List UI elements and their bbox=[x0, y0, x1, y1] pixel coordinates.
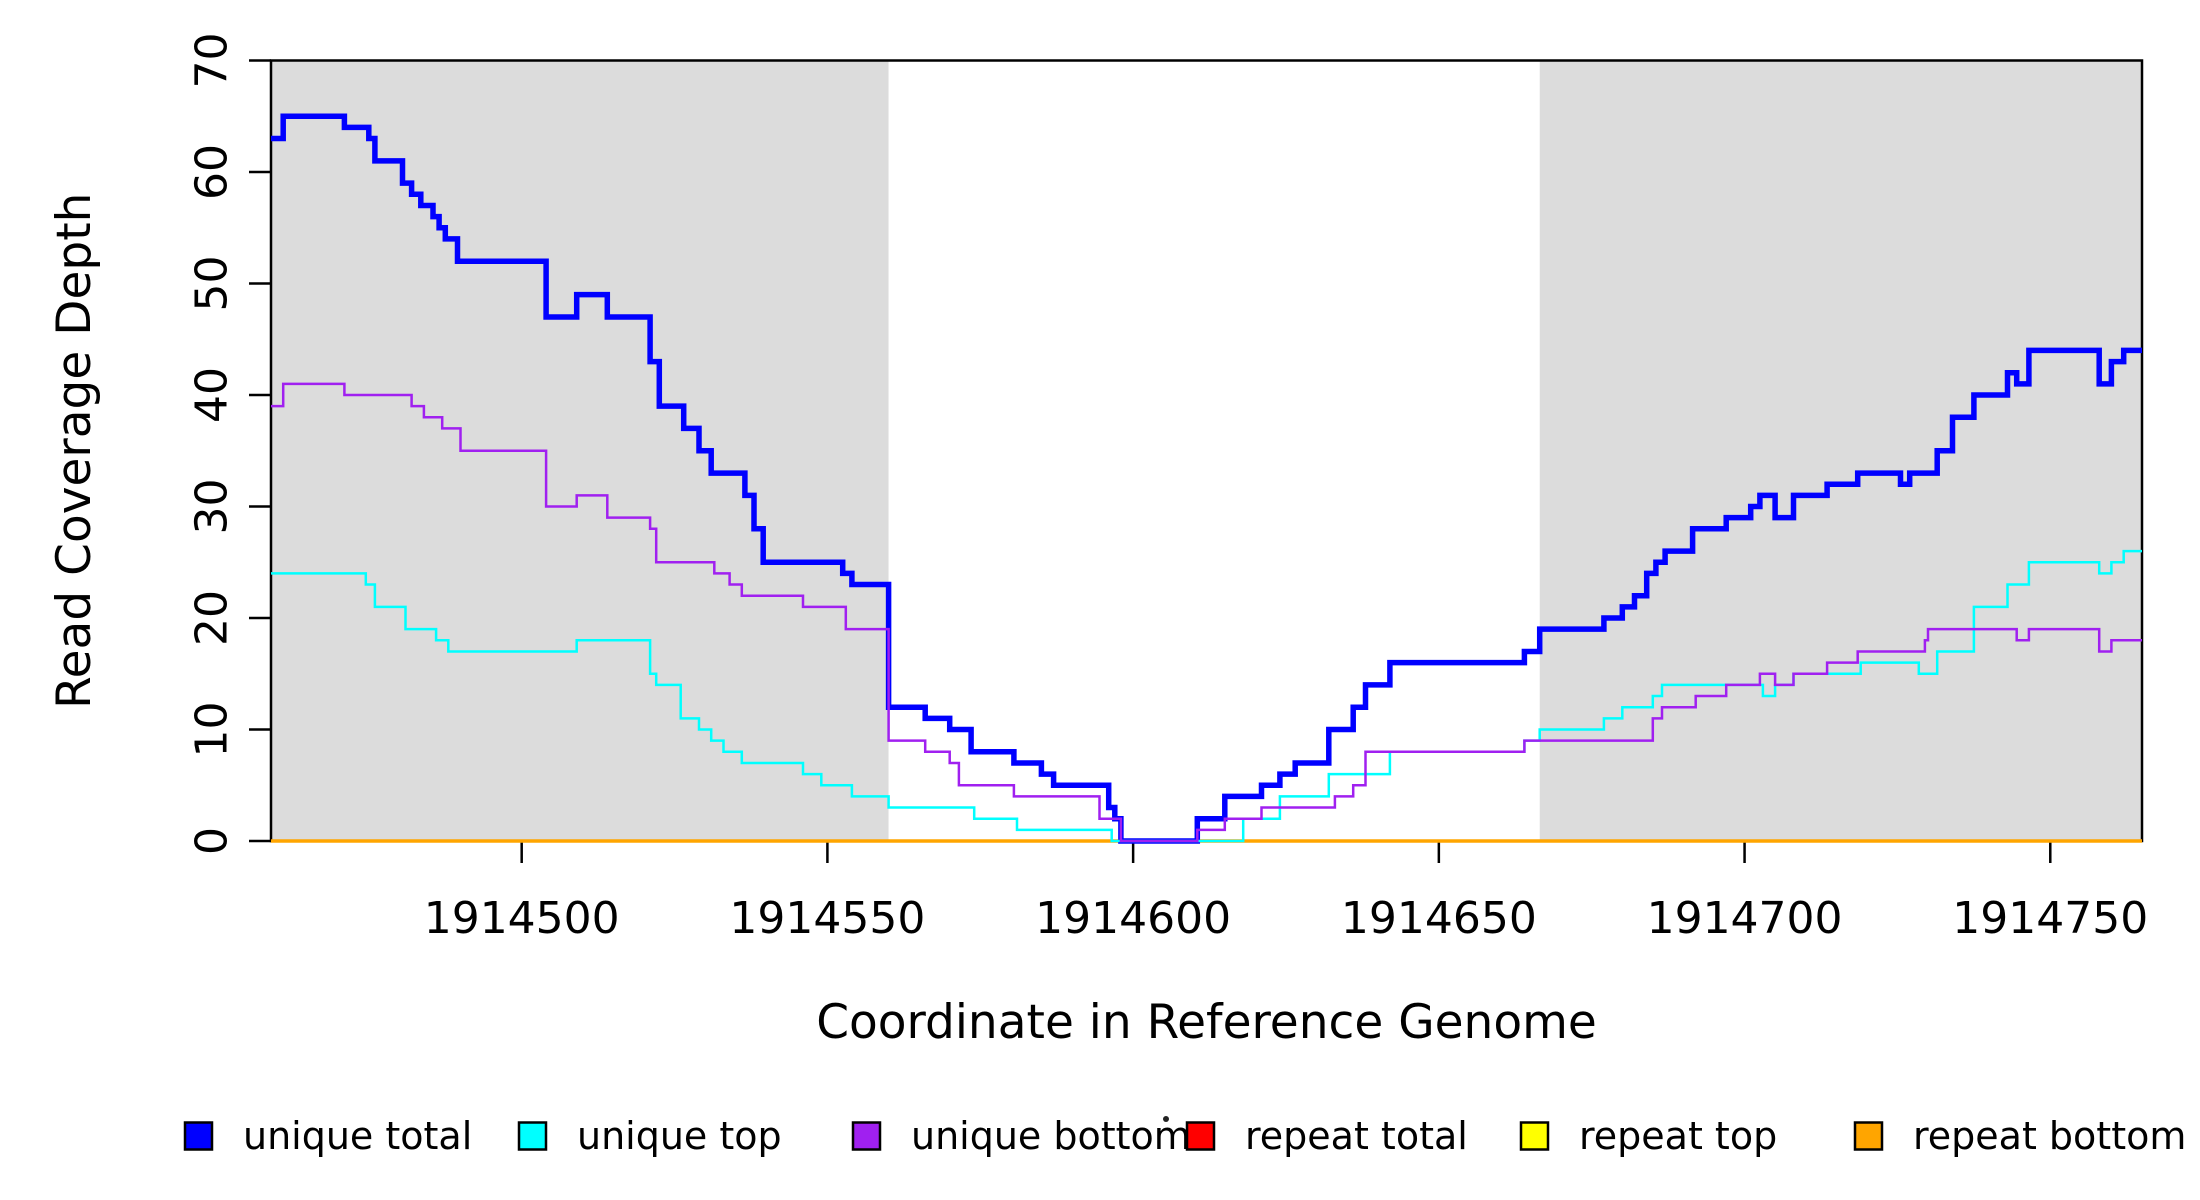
y-tick-label: 60 bbox=[187, 144, 238, 200]
y-tick-label: 50 bbox=[187, 256, 238, 312]
x-tick-label: 1914500 bbox=[424, 893, 620, 944]
legend-swatch-repeat-total bbox=[1185, 1121, 1216, 1151]
legend-label-unique-total: unique total bbox=[243, 1114, 472, 1158]
y-tick-label: 0 bbox=[187, 827, 238, 855]
legend-label-unique-bottom: unique bottom bbox=[911, 1114, 1191, 1158]
y-tick-label: 10 bbox=[187, 702, 238, 758]
legend-swatch-unique-bottom bbox=[851, 1121, 882, 1151]
shaded-region-0 bbox=[271, 60, 889, 841]
y-tick-label: 70 bbox=[187, 33, 238, 89]
x-tick-label: 1914650 bbox=[1341, 893, 1537, 944]
legend-swatch-repeat-bottom bbox=[1853, 1121, 1884, 1151]
legend-label-repeat-bottom: repeat bottom bbox=[1913, 1114, 2186, 1158]
y-tick-label: 30 bbox=[187, 479, 238, 535]
x-tick-label: 1914600 bbox=[1035, 893, 1231, 944]
series-line-unique-bottom bbox=[271, 382, 2142, 843]
legend-label-unique-top: unique top bbox=[577, 1114, 782, 1158]
x-tick-label: 1914750 bbox=[1952, 893, 2148, 944]
legend-label-repeat-total: repeat total bbox=[1245, 1114, 1468, 1158]
x-axis-title: Coordinate in Reference Genome bbox=[816, 995, 1597, 1050]
y-tick-label: 40 bbox=[187, 367, 238, 423]
x-tick-label: 1914550 bbox=[729, 893, 925, 944]
legend-swatch-repeat-top bbox=[1519, 1121, 1550, 1151]
shaded-region-1 bbox=[1539, 60, 2142, 841]
series-line-unique-total bbox=[271, 113, 2142, 844]
y-tick-label: 20 bbox=[187, 590, 238, 646]
y-axis-title: Read Coverage Depth bbox=[47, 193, 102, 709]
legend-label-repeat-top: repeat top bbox=[1579, 1114, 1777, 1158]
legend-swatch-unique-total bbox=[183, 1121, 214, 1151]
stray-dot bbox=[1163, 1116, 1169, 1122]
x-tick-label: 1914700 bbox=[1647, 893, 1843, 944]
legend-swatch-unique-top bbox=[517, 1121, 548, 1151]
